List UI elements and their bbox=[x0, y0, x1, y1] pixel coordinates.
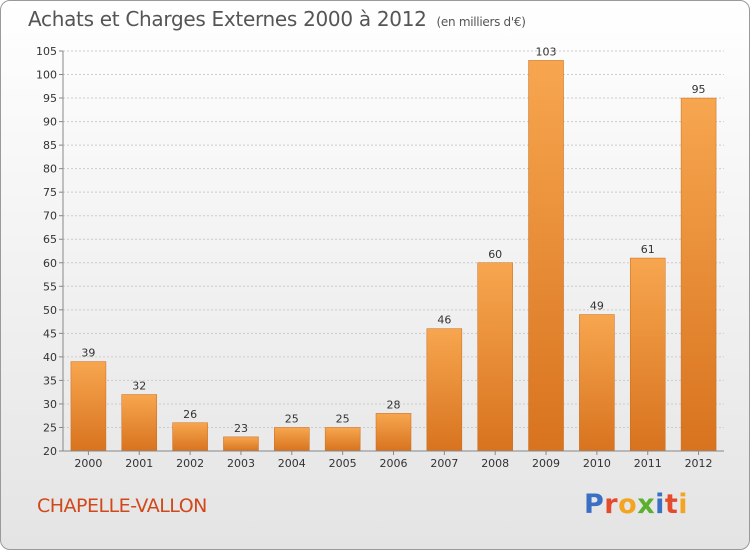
y-tick-label: 65 bbox=[43, 233, 57, 246]
bar bbox=[121, 394, 158, 452]
x-tick-label: 2012 bbox=[685, 457, 713, 470]
bar-value-label: 23 bbox=[234, 422, 248, 435]
bar-value-label: 39 bbox=[81, 347, 95, 360]
y-tick-label: 85 bbox=[43, 139, 57, 152]
y-tick-label: 60 bbox=[43, 257, 57, 270]
bar bbox=[680, 97, 717, 452]
bar bbox=[528, 60, 564, 452]
y-tick-label: 50 bbox=[43, 304, 57, 317]
x-tick-label: 2000 bbox=[74, 457, 102, 470]
bar bbox=[629, 257, 666, 452]
y-tick-label: 20 bbox=[43, 445, 57, 458]
y-tick-label: 95 bbox=[43, 92, 57, 105]
y-tick-label: 80 bbox=[43, 163, 57, 176]
bar-value-label: 46 bbox=[437, 314, 451, 327]
bar-value-label: 25 bbox=[285, 412, 299, 425]
bar-value-label: 25 bbox=[336, 412, 350, 425]
y-tick-label: 90 bbox=[43, 116, 57, 129]
bar bbox=[172, 422, 208, 452]
bar bbox=[477, 262, 513, 452]
x-tick-label: 2011 bbox=[634, 457, 662, 470]
town-name: CHAPELLE-VALLON bbox=[37, 495, 207, 517]
logo-letter: P bbox=[584, 489, 605, 520]
x-tick-label: 2010 bbox=[583, 457, 611, 470]
bar-value-label: 95 bbox=[692, 83, 706, 96]
y-tick-label: 55 bbox=[43, 280, 57, 293]
y-tick-label: 75 bbox=[43, 186, 57, 199]
bar bbox=[375, 413, 412, 452]
bar-value-label: 26 bbox=[183, 408, 197, 421]
logo-letter: i bbox=[678, 489, 689, 520]
chart-title-unit: (en milliers d'€) bbox=[436, 15, 526, 29]
y-tick-label: 105 bbox=[36, 45, 57, 58]
bar-value-label: 103 bbox=[536, 45, 557, 58]
logo-letter: i bbox=[655, 489, 665, 520]
y-tick-label: 35 bbox=[43, 374, 57, 387]
x-tick-label: 2004 bbox=[278, 457, 306, 470]
bar-value-label: 32 bbox=[132, 380, 146, 393]
x-tick-label: 2006 bbox=[380, 457, 408, 470]
proxiti-logo: Proxiti bbox=[584, 489, 688, 520]
y-tick-label: 70 bbox=[43, 210, 57, 223]
logo-letter: o bbox=[618, 489, 638, 520]
chart-title: Achats et Charges Externes 2000 à 2012 (e… bbox=[28, 7, 526, 31]
bar bbox=[223, 436, 259, 452]
bars: 39 32 26 23 25 25 28 46 60 103 49 61 95 bbox=[70, 45, 717, 452]
y-tick-label: 100 bbox=[36, 69, 57, 82]
axes: 20 25 30 35 40 45 50 55 60 65 70 75 80 85 90 95 100 105 20… bbox=[36, 45, 724, 470]
y-tick-label: 40 bbox=[43, 351, 57, 364]
bar bbox=[324, 427, 361, 452]
x-tick-label: 2007 bbox=[430, 457, 458, 470]
x-tick-label: 2009 bbox=[532, 457, 560, 470]
bar-value-label: 28 bbox=[387, 398, 401, 411]
bar bbox=[579, 314, 615, 452]
y-tick-label: 30 bbox=[43, 398, 57, 411]
logo-letter: t bbox=[664, 489, 679, 520]
x-tick-label: 2008 bbox=[481, 457, 509, 470]
logo-letter: r bbox=[604, 489, 619, 520]
chart-title-main: Achats et Charges Externes 2000 à 2012 bbox=[28, 7, 427, 31]
bar bbox=[426, 328, 463, 452]
x-tick-label: 2002 bbox=[176, 457, 204, 470]
grid-lines bbox=[63, 50, 724, 452]
x-tick-label: 2003 bbox=[227, 457, 255, 470]
x-tick-label: 2005 bbox=[329, 457, 357, 470]
logo-letter: x bbox=[637, 489, 656, 520]
bar bbox=[70, 361, 107, 452]
bar bbox=[274, 427, 310, 452]
y-tick-label: 45 bbox=[43, 327, 57, 340]
y-tick-label: 25 bbox=[43, 421, 57, 434]
bar-value-label: 61 bbox=[641, 243, 655, 256]
bar-value-label: 60 bbox=[488, 248, 502, 261]
x-tick-label: 2001 bbox=[125, 457, 153, 470]
bar-value-label: 49 bbox=[590, 300, 604, 313]
